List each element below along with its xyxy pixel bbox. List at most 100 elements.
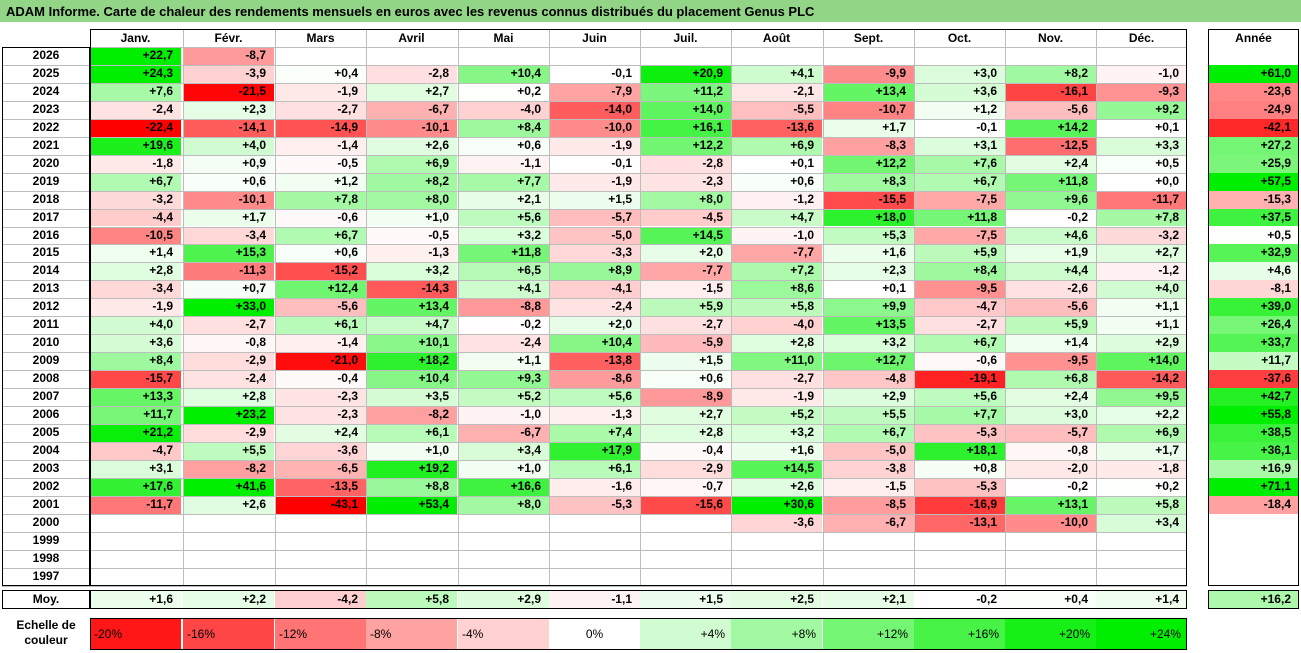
year-label: 2006 — [32, 407, 60, 421]
year-label: 1997 — [32, 568, 60, 583]
color-scale-step: -4% — [458, 618, 549, 650]
heatmap-cell: -1,0 — [458, 406, 549, 424]
month-header: Avril — [398, 31, 425, 45]
year-label: 2004 — [32, 442, 60, 457]
annual-cell: +33,7 — [1208, 334, 1299, 353]
heatmap-cell: -6,7 — [366, 100, 457, 119]
heatmap-cell: +0,1 — [823, 280, 914, 299]
heatmap-cell: +1,0 — [366, 441, 457, 460]
column-divider — [183, 29, 184, 586]
heatmap-cell: +19,2 — [366, 459, 457, 478]
heatmap-cell — [1096, 567, 1187, 586]
heatmap-cell — [823, 549, 914, 568]
row-divider — [2, 334, 1187, 336]
heatmap-cell: -5,6 — [1005, 100, 1096, 119]
row-divider — [2, 370, 1187, 372]
heatmap-cell: +8,2 — [1005, 64, 1096, 83]
heatmap-cell — [458, 567, 549, 586]
heatmap-cell: -1,9 — [549, 136, 640, 155]
heatmap-cell: +53,4 — [366, 495, 457, 514]
heatmap-cell: -10,7 — [823, 100, 914, 119]
column-divider — [1096, 29, 1097, 586]
heatmap-cell: +5,9 — [914, 244, 1005, 263]
row-divider — [2, 262, 1187, 264]
heatmap-cell: +7,8 — [1096, 208, 1187, 227]
heatmap-cell: -4,8 — [823, 370, 914, 389]
month-header: Juin — [582, 31, 607, 45]
row-divider — [2, 352, 1187, 354]
year-label: 2009 — [32, 353, 60, 368]
heatmap-cell: -0,4 — [275, 370, 366, 389]
heatmap-cell: +4,7 — [731, 208, 822, 227]
month-header: Mars — [306, 31, 335, 45]
annual-cell: -15,3 — [1208, 190, 1299, 209]
heatmap-cell: +8,0 — [458, 495, 549, 514]
heatmap-cell: -7,9 — [549, 82, 640, 101]
heatmap-cell: -4,4 — [90, 208, 181, 227]
heatmap-cell: -1,9 — [275, 82, 366, 101]
heatmap-cell: -9,3 — [1096, 82, 1187, 101]
heatmap-cell: -11,3 — [183, 262, 274, 281]
heatmap-cell — [183, 531, 274, 550]
heatmap-cell: +33,0 — [183, 298, 274, 317]
heatmap-cell: +7,7 — [914, 406, 1005, 424]
heatmap-cell: +4,7 — [366, 316, 457, 335]
heatmap-cell: +17,9 — [549, 441, 640, 460]
column-divider — [731, 29, 732, 586]
heatmap-cell: +9,9 — [823, 298, 914, 317]
heatmap-cell: -2,9 — [183, 352, 274, 371]
month-header: Janv. — [120, 31, 151, 45]
color-scale-label-line1: Echelle de — [16, 618, 76, 632]
heatmap-cell: -1,6 — [549, 477, 640, 496]
heatmap-cell — [731, 567, 822, 586]
heatmap-cell: +8,4 — [914, 262, 1005, 281]
color-scale-label-line2: couleur — [24, 633, 68, 647]
average-row-border — [90, 590, 1187, 609]
annual-cell: +38,5 — [1208, 423, 1299, 442]
heatmap-cell: -2,8 — [366, 64, 457, 83]
annual-cell: +71,1 — [1208, 477, 1299, 496]
color-scale-step: +8% — [731, 618, 822, 650]
heatmap-cell: -15,2 — [275, 262, 366, 281]
heatmap-cell: +2,8 — [183, 388, 274, 406]
year-label: 2021 — [32, 137, 60, 152]
heatmap-cell: +0,1 — [731, 154, 822, 173]
heatmap-cell: -1,3 — [549, 406, 640, 424]
heatmap-cell: +8,9 — [549, 262, 640, 281]
heatmap-cell: +8,4 — [90, 352, 181, 371]
heatmap-cell: +30,6 — [731, 495, 822, 514]
heatmap-cell: +6,7 — [823, 423, 914, 442]
heatmap-cell: -3,2 — [1096, 226, 1187, 245]
heatmap-cell: -1,9 — [90, 298, 181, 317]
heatmap-cell: +3,2 — [731, 423, 822, 442]
heatmap-cell — [275, 47, 366, 65]
row-divider — [2, 298, 1187, 300]
year-label: 2016 — [32, 227, 60, 242]
heatmap-cell: -13,5 — [275, 477, 366, 496]
year-label: 2017 — [32, 209, 60, 224]
heatmap-cell: +7,2 — [731, 262, 822, 281]
year-label: 2013 — [32, 281, 60, 296]
heatmap-cell: -5,5 — [731, 100, 822, 119]
heatmap-cell: +3,3 — [1096, 136, 1187, 155]
heatmap-cell: +1,5 — [640, 352, 731, 371]
heatmap-cell: -0,2 — [458, 316, 549, 335]
heatmap-cell: +1,6 — [823, 244, 914, 263]
heatmap-cell — [731, 531, 822, 550]
heatmap-cell: +1,1 — [1096, 316, 1187, 335]
annual-cell: +61,0 — [1208, 64, 1299, 83]
heatmap-cell: +9,2 — [1096, 100, 1187, 119]
heatmap-cell: -0,2 — [1005, 477, 1096, 496]
heatmap-cell: -2,4 — [183, 370, 274, 389]
year-label: 1999 — [32, 532, 60, 547]
heatmap-cell: -4,5 — [640, 208, 731, 227]
heatmap-cell: +3,4 — [1096, 513, 1187, 532]
heatmap-cell: -8,7 — [183, 47, 274, 65]
heatmap-cell: +10,1 — [366, 334, 457, 353]
heatmap-cell: -9,9 — [823, 64, 914, 83]
annual-cell: +57,5 — [1208, 172, 1299, 191]
heatmap-cell: -7,5 — [914, 190, 1005, 209]
heatmap-cell — [914, 549, 1005, 568]
heatmap-cell — [823, 47, 914, 65]
heatmap-cell: +7,8 — [275, 190, 366, 209]
